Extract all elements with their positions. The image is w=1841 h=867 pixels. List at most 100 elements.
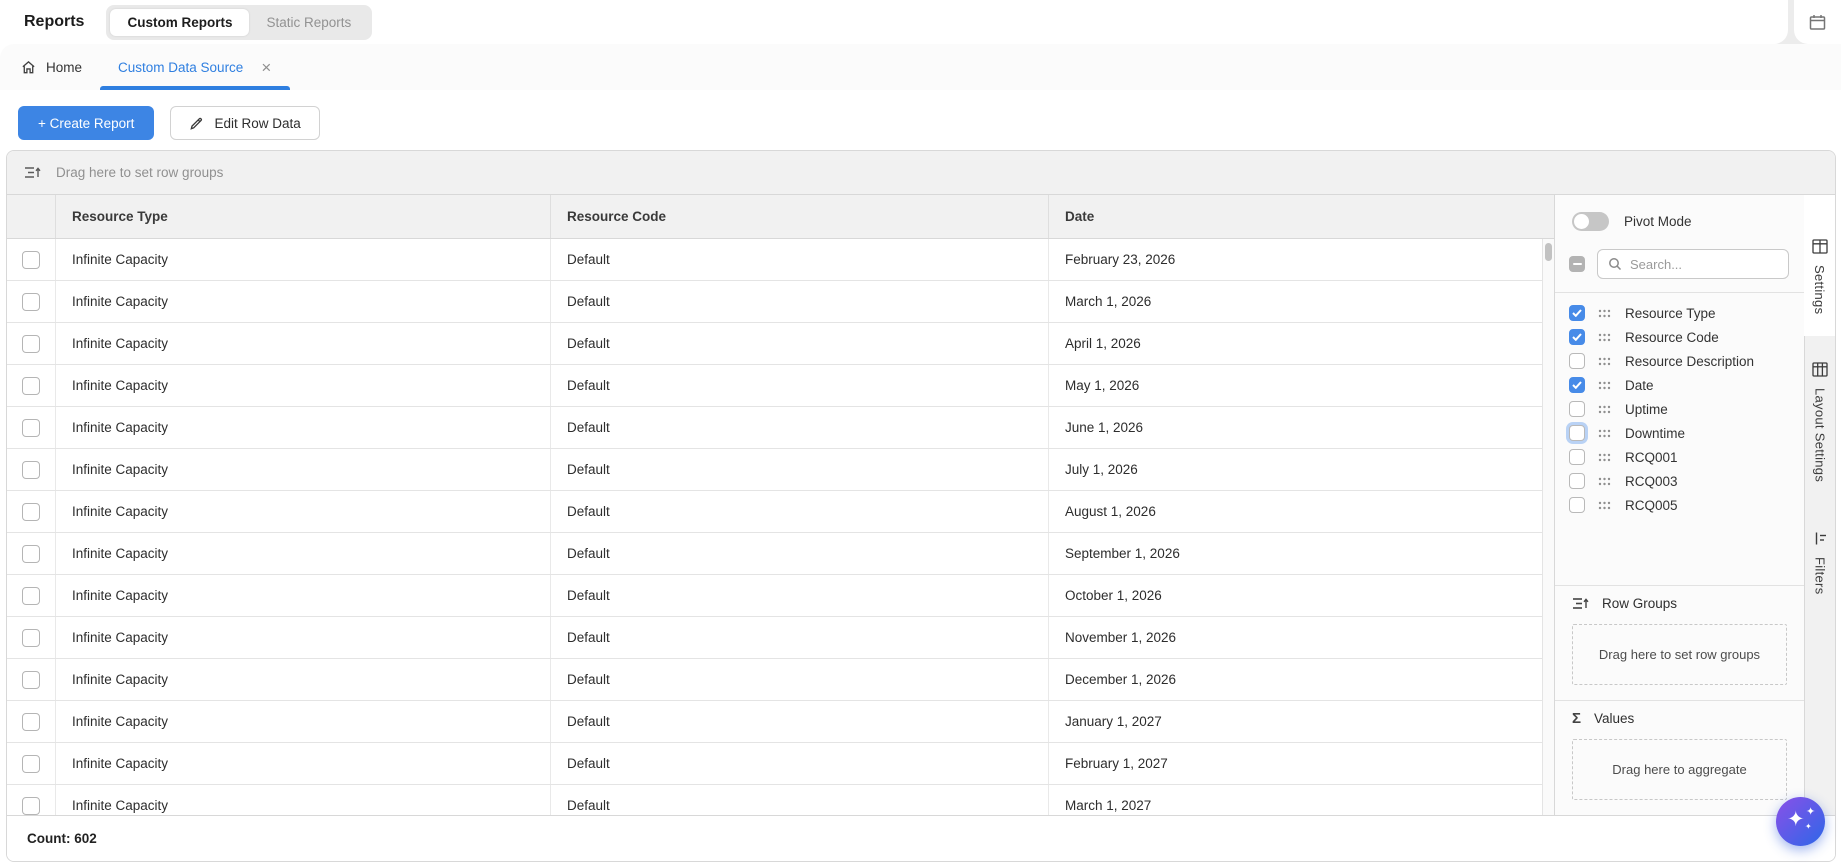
pivot-mode-toggle[interactable] [1572, 211, 1609, 231]
drag-handle-icon[interactable] [1598, 453, 1611, 462]
field-checkbox[interactable] [1569, 449, 1585, 465]
table-row[interactable]: Infinite Capacity Default September 1, 202… [7, 533, 1554, 575]
select-all-checkbox[interactable] [1569, 256, 1585, 272]
calendar-button[interactable] [1794, 0, 1841, 44]
tab-static-reports[interactable]: Static Reports [266, 14, 352, 30]
search-input[interactable] [1630, 256, 1778, 272]
row-checkbox[interactable] [22, 418, 40, 437]
row-group-drop-text: Drag here to set row groups [56, 165, 224, 180]
row-checkbox[interactable] [22, 460, 40, 479]
row-checkbox[interactable] [22, 796, 40, 815]
drag-handle-icon[interactable] [1598, 333, 1611, 342]
field-item-rcq001[interactable]: RCQ001 [1555, 445, 1804, 469]
header-resource-code[interactable]: Resource Code [551, 195, 1049, 238]
drag-handle-icon[interactable] [1598, 405, 1611, 414]
field-item-date[interactable]: Date [1555, 373, 1804, 397]
drag-handle-icon[interactable] [1598, 309, 1611, 318]
tab-custom-reports[interactable]: Custom Reports [110, 8, 250, 36]
field-checkbox[interactable] [1569, 473, 1585, 489]
table-row[interactable]: Infinite Capacity Default May 1, 2026 [7, 365, 1554, 407]
row-checkbox[interactable] [22, 292, 40, 311]
row-checkbox[interactable] [22, 712, 40, 731]
row-checkbox[interactable] [22, 250, 40, 269]
field-label: RCQ005 [1625, 497, 1678, 513]
row-groups-dropzone[interactable]: Drag here to set row groups [1572, 623, 1787, 685]
row-group-drop-band[interactable]: Drag here to set row groups [7, 151, 1835, 195]
field-item-uptime[interactable]: Uptime [1555, 397, 1804, 421]
side-tab-settings[interactable]: Settings [1803, 195, 1835, 337]
table-row[interactable]: Infinite Capacity Default February 1, 2027 [7, 743, 1554, 785]
scrollbar-thumb[interactable] [1545, 243, 1552, 261]
field-item-resource-description[interactable]: Resource Description [1555, 349, 1804, 373]
field-checkbox[interactable] [1569, 377, 1585, 393]
row-group-icon [24, 165, 41, 180]
side-tab-filters[interactable]: Filters [1805, 505, 1836, 617]
row-checkbox[interactable] [22, 334, 40, 353]
tab-custom-data-source[interactable]: Custom Data Source × [118, 59, 271, 76]
status-bar: Count: 602 [7, 815, 1835, 861]
cell-resource-type: Infinite Capacity [56, 701, 551, 742]
calendar-icon [1808, 13, 1827, 32]
row-checkbox[interactable] [22, 502, 40, 521]
drag-handle-icon[interactable] [1598, 429, 1611, 438]
header-resource-type[interactable]: Resource Type [56, 195, 551, 238]
table-row[interactable]: Infinite Capacity Default January 1, 2027 [7, 701, 1554, 743]
report-type-tabs: Custom Reports Static Reports [106, 4, 373, 40]
ai-assistant-button[interactable]: ✦ ✦ ✦ [1776, 797, 1825, 846]
table-row[interactable]: Infinite Capacity Default February 23, 202… [7, 239, 1554, 281]
header-checkbox-column [7, 195, 56, 238]
cell-date: March 1, 2027 [1065, 798, 1152, 813]
table-row[interactable]: Infinite Capacity Default August 1, 2026 [7, 491, 1554, 533]
field-checkbox[interactable] [1569, 497, 1585, 513]
row-checkbox[interactable] [22, 628, 40, 647]
row-checkbox-cell [7, 323, 56, 364]
values-dropzone[interactable]: Drag here to aggregate [1572, 738, 1787, 800]
search-icon [1608, 257, 1622, 271]
table-row[interactable]: Infinite Capacity Default March 1, 2026 [7, 281, 1554, 323]
drag-handle-icon[interactable] [1598, 381, 1611, 390]
field-item-resource-code[interactable]: Resource Code [1555, 325, 1804, 349]
field-checkbox[interactable] [1569, 305, 1585, 321]
header-date[interactable]: Date [1065, 209, 1095, 224]
drag-handle-icon[interactable] [1598, 501, 1611, 510]
vertical-scrollbar[interactable] [1542, 239, 1554, 815]
table-row[interactable]: Infinite Capacity Default March 1, 2027 [7, 785, 1554, 815]
column-search-box[interactable] [1597, 249, 1789, 279]
drag-handle-icon[interactable] [1598, 477, 1611, 486]
field-item-downtime[interactable]: Downtime [1555, 421, 1804, 445]
cell-resource-code: Default [551, 785, 1049, 815]
table-row[interactable]: Infinite Capacity Default June 1, 2026 [7, 407, 1554, 449]
create-report-button[interactable]: + Create Report [18, 106, 155, 140]
tab-home[interactable]: Home [21, 60, 82, 75]
drag-handle-icon[interactable] [1598, 357, 1611, 366]
cell-date: May 1, 2026 [1065, 378, 1140, 393]
row-checkbox[interactable] [22, 376, 40, 395]
field-checkbox[interactable] [1569, 329, 1585, 345]
row-checkbox[interactable] [22, 754, 40, 773]
field-item-rcq003[interactable]: RCQ003 [1555, 469, 1804, 493]
field-item-rcq005[interactable]: RCQ005 [1555, 493, 1804, 517]
row-checkbox[interactable] [22, 544, 40, 563]
field-checkbox[interactable] [1569, 353, 1585, 369]
table-row[interactable]: Infinite Capacity Default October 1, 2026 [7, 575, 1554, 617]
table-row[interactable]: Infinite Capacity Default July 1, 2026 [7, 449, 1554, 491]
edit-row-data-button[interactable]: Edit Row Data [170, 106, 320, 140]
row-checkbox[interactable] [22, 586, 40, 605]
cell-resource-type: Infinite Capacity [56, 785, 551, 815]
field-checkbox[interactable] [1569, 401, 1585, 417]
table-row[interactable]: Infinite Capacity Default November 1, 2026 [7, 617, 1554, 659]
field-checkbox[interactable] [1569, 425, 1585, 441]
row-checkbox[interactable] [22, 670, 40, 689]
values-title: Values [1594, 711, 1635, 727]
table-header-row: Resource Type Resource Code Date [7, 195, 1554, 239]
side-tab-layout-settings[interactable]: Layout Settings [1805, 336, 1836, 504]
field-item-resource-type[interactable]: Resource Type [1555, 301, 1804, 325]
cell-date: February 23, 2026 [1065, 252, 1176, 267]
close-icon[interactable]: × [261, 57, 272, 77]
table-row[interactable]: Infinite Capacity Default April 1, 2026 [7, 323, 1554, 365]
field-label: Resource Code [1625, 329, 1719, 345]
table-row[interactable]: Infinite Capacity Default December 1, 2026 [7, 659, 1554, 701]
row-checkbox-cell [7, 407, 56, 448]
pencil-icon [189, 116, 204, 131]
columns-tool-panel: Pivot Mode Resource Type Resource [1554, 195, 1804, 815]
